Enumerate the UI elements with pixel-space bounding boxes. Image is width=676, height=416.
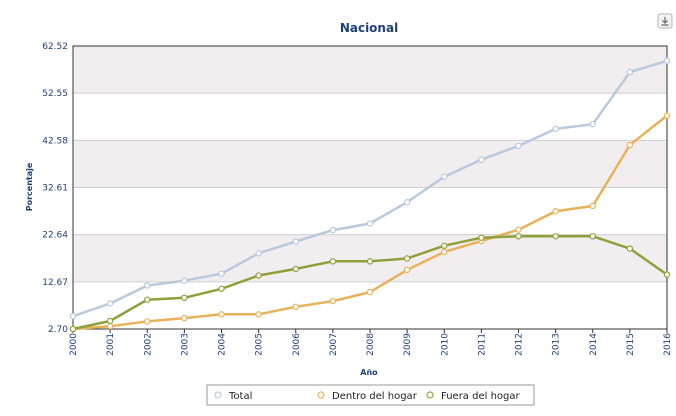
data-point-total[interactable]	[255, 250, 262, 257]
data-point-total[interactable]	[403, 199, 411, 206]
data-point-dentro-del-hogar[interactable]	[552, 208, 559, 215]
x-tick-label: 2013	[552, 333, 562, 356]
x-tick-label: 2000	[69, 333, 79, 356]
download-icon	[661, 17, 669, 26]
x-tick-label: 2012	[515, 333, 525, 356]
data-point-fuera-del-hogar[interactable]	[589, 233, 596, 240]
legend-item-dentro-del-hogar[interactable]: Dentro del hogar	[332, 391, 418, 402]
plot-band	[73, 46, 667, 94]
data-point-fuera-del-hogar[interactable]	[626, 245, 634, 252]
data-point-dentro-del-hogar[interactable]	[403, 266, 411, 274]
series-points	[69, 57, 671, 333]
data-point-total[interactable]	[144, 282, 151, 289]
x-tick-label: 2015	[626, 333, 636, 356]
x-tick-label: 2016	[663, 333, 673, 356]
legend: Total Dentro del hogar Fuera del hogar	[206, 384, 535, 406]
data-point-total[interactable]	[552, 125, 559, 133]
y-axis-ticks: 2.70 12.67 22.64 32.61 42.58 52.55 62.52	[42, 42, 68, 335]
data-point-total[interactable]	[218, 270, 225, 277]
legend-marker-total	[214, 391, 222, 399]
x-tick-label: 2002	[143, 333, 153, 356]
data-point-dentro-del-hogar[interactable]	[441, 248, 448, 256]
data-point-fuera-del-hogar[interactable]	[255, 272, 262, 279]
plot-band	[73, 140, 667, 188]
data-point-total[interactable]	[69, 313, 77, 320]
data-point-fuera-del-hogar[interactable]	[329, 258, 337, 265]
data-point-total[interactable]	[663, 57, 671, 64]
data-point-dentro-del-hogar[interactable]	[329, 297, 337, 305]
data-point-total[interactable]	[626, 68, 634, 76]
chart-title: Nacional	[340, 21, 398, 35]
data-point-dentro-del-hogar[interactable]	[292, 303, 299, 310]
x-tick-label: 2011	[477, 333, 487, 356]
data-point-dentro-del-hogar[interactable]	[255, 311, 262, 318]
data-point-dentro-del-hogar[interactable]	[106, 322, 114, 330]
y-tick-label: 52.55	[42, 89, 68, 99]
data-point-total[interactable]	[181, 277, 188, 284]
x-tick-label: 2005	[255, 333, 265, 356]
data-point-total[interactable]	[478, 156, 485, 163]
x-tick-label: 2010	[440, 333, 450, 356]
x-tick-label: 2004	[218, 333, 228, 356]
data-point-fuera-del-hogar[interactable]	[181, 294, 188, 301]
data-point-total[interactable]	[329, 226, 337, 234]
data-point-dentro-del-hogar[interactable]	[589, 202, 596, 210]
y-tick-label: 22.64	[42, 231, 68, 241]
x-tick-label: 2009	[403, 333, 413, 356]
data-point-fuera-del-hogar[interactable]	[144, 296, 151, 303]
data-point-dentro-del-hogar[interactable]	[218, 311, 225, 318]
data-point-fuera-del-hogar[interactable]	[478, 234, 485, 241]
plot-band	[73, 187, 667, 235]
data-point-fuera-del-hogar[interactable]	[552, 233, 559, 240]
data-point-fuera-del-hogar[interactable]	[515, 233, 522, 240]
data-point-fuera-del-hogar[interactable]	[441, 242, 448, 249]
y-tick-label: 12.67	[42, 278, 68, 288]
legend-item-total[interactable]: Total	[228, 391, 252, 402]
plot-background	[73, 46, 667, 329]
data-point-total[interactable]	[292, 238, 299, 245]
data-point-fuera-del-hogar[interactable]	[292, 265, 299, 273]
y-tick-label: 42.58	[42, 136, 68, 146]
data-point-dentro-del-hogar[interactable]	[181, 314, 188, 322]
x-axis-ticks: 2000 2001 2002 2003 2004 2005 2006 2007 2008 2009…	[69, 329, 673, 356]
x-tick-label: 2014	[589, 333, 599, 356]
data-point-fuera-del-hogar[interactable]	[106, 317, 114, 325]
data-point-total[interactable]	[589, 120, 596, 128]
data-point-dentro-del-hogar[interactable]	[663, 112, 671, 119]
x-tick-label: 2007	[329, 333, 339, 356]
legend-marker-fuera-del-hogar	[426, 391, 434, 399]
data-point-total[interactable]	[441, 173, 448, 180]
x-tick-label: 2006	[292, 333, 302, 356]
data-point-total[interactable]	[515, 142, 522, 150]
y-tick-label: 2.70	[48, 325, 68, 335]
data-point-fuera-del-hogar[interactable]	[218, 285, 225, 292]
x-tick-label: 2001	[106, 333, 116, 356]
download-button[interactable]	[657, 13, 673, 29]
data-point-fuera-del-hogar[interactable]	[663, 271, 671, 278]
legend-item-fuera-del-hogar[interactable]: Fuera del hogar	[441, 391, 521, 402]
plot-band	[73, 93, 667, 141]
y-axis-title: Porcentaje	[25, 162, 34, 211]
data-point-dentro-del-hogar[interactable]	[366, 288, 374, 296]
data-point-total[interactable]	[106, 300, 114, 307]
x-tick-label: 2008	[366, 333, 376, 356]
x-axis-title: Año	[360, 368, 378, 377]
x-tick-label: 2003	[180, 333, 190, 356]
data-point-fuera-del-hogar[interactable]	[69, 325, 77, 333]
legend-box	[206, 384, 535, 406]
y-tick-label: 32.61	[42, 184, 68, 194]
y-tick-label: 62.52	[42, 42, 68, 52]
data-point-dentro-del-hogar[interactable]	[626, 141, 634, 149]
data-point-dentro-del-hogar[interactable]	[144, 318, 151, 325]
data-point-total[interactable]	[366, 220, 374, 227]
legend-marker-dentro-del-hogar	[317, 391, 325, 399]
data-point-fuera-del-hogar[interactable]	[403, 255, 411, 262]
data-point-dentro-del-hogar[interactable]	[515, 226, 522, 233]
data-point-fuera-del-hogar[interactable]	[366, 258, 374, 265]
